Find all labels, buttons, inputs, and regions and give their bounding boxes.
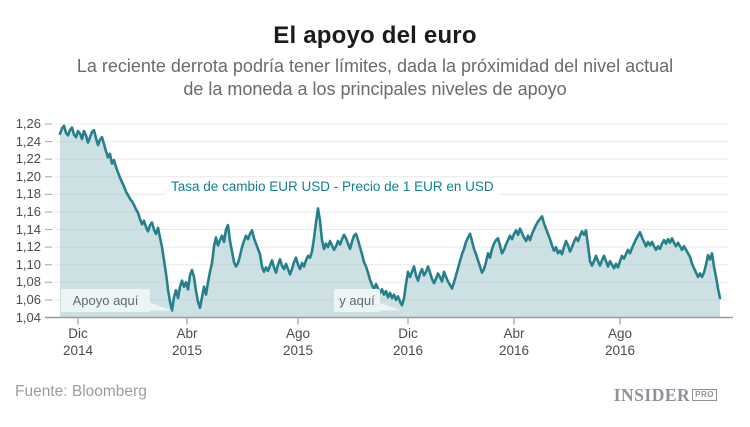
y-tick-label: 1,16 [15, 203, 41, 219]
chart-subtitle: La reciente derrota podría tener límites… [0, 55, 750, 101]
area-fill [60, 125, 720, 318]
x-tick-year: 2014 [62, 343, 94, 358]
y-tick-label: 1,22 [15, 151, 41, 167]
series-inline-label: Tasa de cambio EUR USD - Precio de 1 EUR… [166, 178, 499, 195]
x-tick-label: Dic 2014 [46, 325, 110, 359]
x-tick-year: 2015 [282, 343, 314, 358]
y-tick-label: 1,10 [15, 256, 41, 272]
x-tick-month: Dic [398, 326, 418, 341]
y-tick-label: 1,18 [15, 186, 41, 202]
callout-tail-y-aqui [378, 302, 401, 311]
insiderpro-logo: INSIDER PRO [614, 385, 717, 406]
annotation-apoyo-aqui: Apoyo aquí [61, 289, 150, 312]
y-tick-label: 1,06 [15, 291, 41, 307]
annotation-y-aqui: y aquí [334, 289, 380, 312]
y-tick-label: 1,08 [15, 274, 41, 290]
x-tick-year: 2016 [392, 343, 424, 358]
logo-badge: PRO [692, 389, 717, 401]
logo-text: INSIDER [613, 385, 691, 405]
subtitle-line-1: La reciente derrota podría tener límites… [76, 56, 674, 76]
page-title: El apoyo del euro [273, 22, 477, 49]
subtitle-line-2: de la moneda a los principales niveles d… [183, 79, 567, 99]
y-tick-label: 1,26 [15, 116, 41, 131]
callout-tail-apoyo [148, 302, 172, 311]
y-tick-label: 1,14 [15, 221, 41, 237]
x-tick-month: Ago [607, 326, 633, 341]
x-tick-year: 2016 [498, 343, 530, 358]
x-tick-year: 2015 [171, 343, 203, 358]
x-tick-label: Abr 2015 [155, 325, 219, 359]
y-tick-label: 1,24 [15, 133, 41, 149]
x-tick-month: Abr [503, 326, 525, 341]
x-tick-year: 2016 [604, 343, 636, 358]
series-line [58, 124, 722, 312]
x-tick-label: Ago 2016 [588, 325, 652, 359]
source-credit: Fuente: Bloomberg [15, 383, 147, 400]
y-tick-label: 1,20 [15, 168, 41, 184]
y-tick-label: 1,12 [15, 239, 41, 255]
x-tick-month: Ago [285, 326, 311, 341]
y-tick-label: 1,04 [15, 309, 41, 325]
x-tick-label: Abr 2016 [482, 325, 546, 359]
x-tick-label: Ago 2015 [266, 325, 330, 359]
x-tick-label: Dic 2016 [376, 325, 440, 359]
x-tick-month: Abr [176, 326, 198, 341]
x-tick-month: Dic [68, 326, 88, 341]
